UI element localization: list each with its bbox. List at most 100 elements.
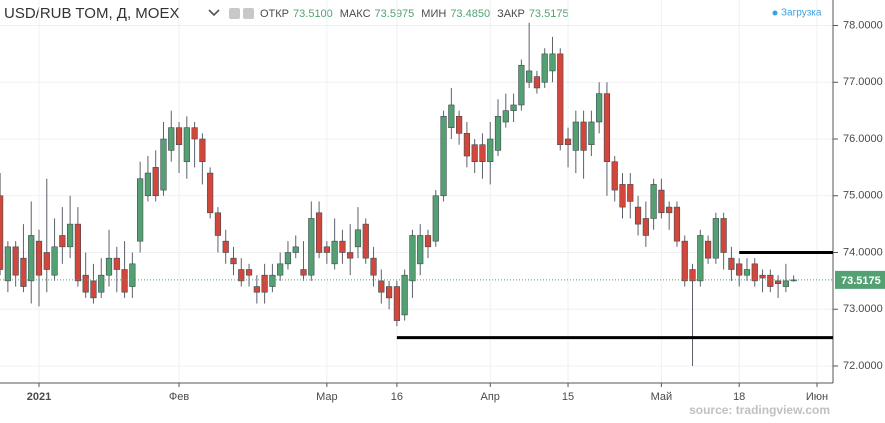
candle-body (67, 223, 74, 248)
y-tick-label: 74.0000 (843, 246, 883, 258)
y-tick-label: 72.0000 (843, 360, 883, 372)
x-tick-label: 15 (562, 391, 574, 403)
candle-body (704, 240, 712, 259)
candle-body (277, 263, 284, 276)
candle-body (300, 269, 307, 276)
candle-body (160, 138, 167, 191)
candle-body (580, 121, 587, 151)
candle-body (144, 172, 152, 197)
candle-body (191, 127, 198, 140)
candle-body (137, 178, 144, 242)
candle-body (214, 212, 222, 236)
candle-body (572, 121, 579, 151)
candle-body (603, 93, 611, 163)
x-tick-label: Апр (481, 391, 500, 403)
candle-body (673, 206, 681, 242)
collapse-icon (208, 9, 220, 17)
candle-body (0, 195, 4, 270)
candle-body (339, 240, 346, 253)
x-tick-label: 16 (391, 391, 403, 403)
candle-body (424, 235, 432, 248)
ohlc-value: 73.5175 (529, 8, 569, 20)
candle-body (245, 269, 253, 276)
candle-body (121, 269, 128, 293)
candle-body (790, 279, 797, 282)
candle-body (510, 104, 517, 111)
candle-body (627, 184, 634, 202)
candle-body (238, 269, 245, 282)
candle-body (51, 246, 58, 276)
candle-body (82, 274, 89, 293)
candle-body (222, 240, 229, 253)
status: Загрузка (781, 8, 822, 19)
source: source: tradingview.com (689, 403, 830, 417)
candle-body (90, 280, 97, 299)
candle-body (471, 144, 478, 163)
candle-body (347, 252, 354, 259)
candle-body (74, 223, 81, 282)
candle-body (689, 269, 696, 282)
candle-body (487, 138, 494, 163)
candle-body (736, 263, 743, 276)
candle-body (502, 110, 509, 123)
chart-title: USD/RUB TOM, Д, MOEX (4, 5, 179, 22)
candle-body (362, 223, 369, 259)
candle-body (533, 76, 541, 89)
candle-body (175, 127, 183, 145)
y-tick-label: 78.0000 (843, 19, 883, 31)
candle-body (448, 104, 455, 128)
candle-body (417, 235, 424, 265)
y-tick-label: 75.0000 (843, 190, 883, 202)
candle-body (666, 206, 673, 214)
icon (243, 8, 254, 19)
ohlc-name: МИН (421, 8, 446, 20)
candle-body (183, 127, 190, 163)
candle-body (432, 195, 439, 242)
ohlc-name: МАКС (340, 8, 371, 20)
ohlc-value: 73.5100 (293, 8, 333, 20)
candle-body (759, 274, 766, 279)
candle-body (253, 286, 260, 293)
x-tick-label: 2021 (27, 391, 51, 403)
candle-body (105, 257, 113, 276)
y-tick-label: 77.0000 (843, 76, 883, 88)
candle-body (28, 235, 35, 282)
candle-body (728, 257, 735, 270)
candle-body (658, 189, 665, 214)
candle-body (409, 235, 416, 282)
icon (229, 8, 240, 19)
candle-body (557, 53, 564, 145)
candle-body (463, 133, 471, 157)
candle-body (494, 116, 502, 151)
candle-body (681, 240, 688, 282)
candle-body (549, 53, 556, 72)
ohlc-value: 73.5975 (375, 8, 415, 20)
x-tick-label: Мар (316, 391, 338, 403)
candle-body (315, 212, 323, 253)
candle-body (564, 138, 572, 145)
ohlc-name: ОТКР (260, 8, 289, 20)
x-tick-label: Май (651, 391, 673, 403)
candle-body (650, 184, 657, 219)
candle-body (4, 246, 11, 282)
candle-body (401, 274, 408, 316)
candle-body (354, 229, 362, 248)
candle-body (207, 172, 214, 214)
candle-body (743, 269, 751, 276)
candle-body (518, 64, 525, 106)
candle-body (98, 274, 105, 293)
candle-body (456, 116, 463, 134)
candle-body (370, 257, 377, 276)
candle-body (385, 286, 393, 299)
candle-body (697, 235, 704, 282)
candle-body (596, 93, 603, 123)
candle-body (230, 257, 237, 265)
candle-body (712, 218, 719, 259)
candle-body (12, 246, 19, 276)
candle-body (284, 252, 292, 265)
x-tick-label: Фев (169, 391, 189, 403)
candle-body (393, 286, 400, 321)
candle-body (323, 246, 330, 253)
candle-body (526, 70, 533, 83)
